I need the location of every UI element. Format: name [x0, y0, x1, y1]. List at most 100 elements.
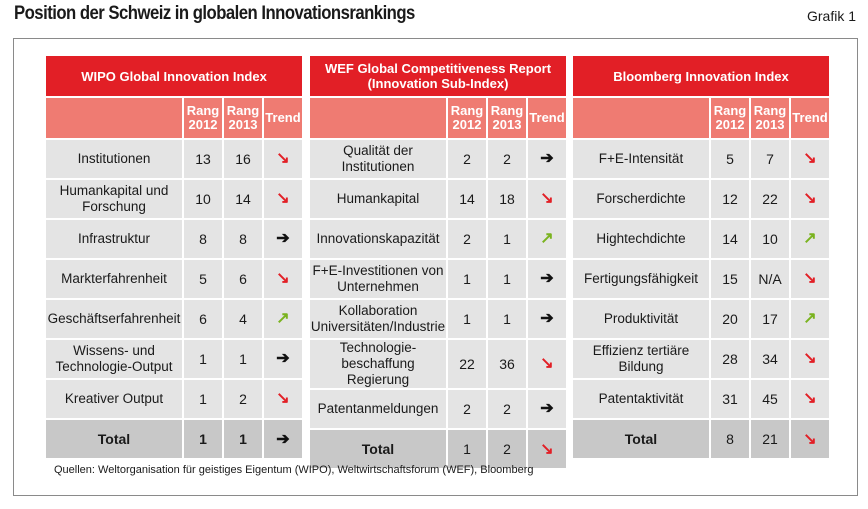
row-label: Kreativer Output — [46, 380, 182, 418]
row-label: Markterfahrenheit — [46, 260, 182, 298]
table-row: Effizienz tertiäre Bildung 28 34 ↘ — [573, 340, 829, 378]
arrow-up-right-icon: ↗ — [803, 230, 817, 247]
arrow-down-right-icon: ↘ — [803, 350, 817, 367]
rank-2012-value: 6 — [184, 300, 222, 338]
table-row: Kollaboration Universitäten/Industrie 1 1 ➔ — [310, 300, 566, 338]
total-row: Total 1 2 ↘ — [310, 430, 566, 468]
column-header-rang-2013: Rang 2013 — [224, 98, 262, 138]
row-label: Hightechdichte — [573, 220, 709, 258]
rank-2013-value: 10 — [751, 220, 789, 258]
rank-2013-value: 7 — [751, 140, 789, 178]
rank-2012-value: 1 — [184, 340, 222, 378]
rank-2013-value: 8 — [224, 220, 262, 258]
column-header-rang-2012: Rang 2012 — [711, 98, 749, 138]
arrow-up-right-icon: ↗ — [540, 230, 554, 247]
arrow-right-icon: ➔ — [276, 350, 290, 367]
rank-2013-value: 1 — [488, 220, 526, 258]
rank-2012-value: 5 — [711, 140, 749, 178]
table-title: WEF Global Competitiveness Report (Innov… — [310, 56, 566, 96]
trend-cell: ↘ — [264, 180, 302, 218]
column-header-trend: Trend — [264, 98, 302, 138]
arrow-down-right-icon: ↘ — [803, 150, 817, 167]
arrow-right-icon: ➔ — [540, 150, 554, 167]
trend-cell: ↘ — [791, 180, 829, 218]
arrow-right-icon: ➔ — [540, 270, 554, 287]
table-row: Humankapital und Forschung 10 14 ↘ — [46, 180, 302, 218]
column-header-rang-2013: Rang 2013 — [488, 98, 526, 138]
row-label: Innovationskapazität — [310, 220, 446, 258]
page-title: Position der Schweiz in globalen Innovat… — [14, 3, 415, 24]
arrow-down-right-icon: ↘ — [540, 355, 554, 372]
arrow-up-right-icon: ↗ — [803, 310, 817, 327]
rank-2012-value: 8 — [711, 420, 749, 458]
rank-2013-value: 4 — [224, 300, 262, 338]
rank-2012-value: 8 — [184, 220, 222, 258]
table-row: Forscherdichte 12 22 ↘ — [573, 180, 829, 218]
header-blank-cell — [46, 98, 182, 138]
rank-2012-value: 14 — [448, 180, 486, 218]
rank-2012-value: 14 — [711, 220, 749, 258]
trend-cell: ↘ — [791, 140, 829, 178]
row-label: Forscherdichte — [573, 180, 709, 218]
rank-2012-value: 1 — [448, 260, 486, 298]
row-label: F+E-Intensität — [573, 140, 709, 178]
rank-2013-value: 1 — [488, 300, 526, 338]
wef-table: WEF Global Competitiveness Report (Innov… — [308, 54, 568, 470]
chart-frame: WIPO Global Innovation Index Rang 2012 Ran… — [13, 38, 858, 496]
arrow-down-right-icon: ↘ — [276, 150, 290, 167]
table-title: WIPO Global Innovation Index — [46, 56, 302, 96]
row-label: Technologie-beschaffung Regierung — [310, 340, 446, 388]
trend-cell: ↘ — [528, 430, 566, 468]
trend-cell: ↘ — [264, 260, 302, 298]
rank-2012-value: 20 — [711, 300, 749, 338]
rank-2013-value: 2 — [488, 140, 526, 178]
rank-2013-value: 1 — [488, 260, 526, 298]
total-row: Total 8 21 ↘ — [573, 420, 829, 458]
row-label: Produktivität — [573, 300, 709, 338]
rank-2013-value: 16 — [224, 140, 262, 178]
bloomberg-table: Bloomberg Innovation Index Rang 2012 Rang … — [571, 54, 831, 460]
trend-cell: ↘ — [264, 380, 302, 418]
rank-2013-value: 34 — [751, 340, 789, 378]
trend-cell: ➔ — [528, 260, 566, 298]
arrow-down-right-icon: ↘ — [276, 270, 290, 287]
row-label: Kollaboration Universitäten/Industrie — [310, 300, 446, 338]
rank-2013-value: 1 — [224, 340, 262, 378]
figure-number: Grafik 1 — [806, 8, 856, 24]
trend-cell: ➔ — [528, 390, 566, 428]
header-blank-cell — [310, 98, 446, 138]
table-row: Geschäftserfahrenheit 6 4 ↗ — [46, 300, 302, 338]
trend-cell: ↗ — [528, 220, 566, 258]
row-label: F+E-Investitionen von Unternehmen — [310, 260, 446, 298]
rank-2013-value: 6 — [224, 260, 262, 298]
rank-2013-value: 14 — [224, 180, 262, 218]
column-header-rang-2012: Rang 2012 — [184, 98, 222, 138]
rank-2012-value: 1 — [184, 420, 222, 458]
wipo-table: WIPO Global Innovation Index Rang 2012 Ran… — [44, 54, 304, 460]
rank-2012-value: 1 — [448, 300, 486, 338]
rank-2012-value: 31 — [711, 380, 749, 418]
table-row: Patentanmeldungen 2 2 ➔ — [310, 390, 566, 428]
rank-2013-value: 17 — [751, 300, 789, 338]
trend-cell: ↘ — [791, 380, 829, 418]
rank-2012-value: 13 — [184, 140, 222, 178]
trend-cell: ➔ — [264, 340, 302, 378]
rank-2013-value: 2 — [488, 390, 526, 428]
arrow-down-right-icon: ↘ — [276, 190, 290, 207]
source-note: Quellen: Weltorganisation für geistiges … — [54, 464, 534, 476]
rank-2012-value: 12 — [711, 180, 749, 218]
rank-2013-value: N/A — [751, 260, 789, 298]
trend-cell: ➔ — [264, 420, 302, 458]
rank-2013-value: 36 — [488, 340, 526, 388]
rank-2013-value: 1 — [224, 420, 262, 458]
table-row: F+E-Intensität 5 7 ↘ — [573, 140, 829, 178]
trend-cell: ↘ — [791, 340, 829, 378]
table-row: Institutionen 13 16 ↘ — [46, 140, 302, 178]
arrow-down-right-icon: ↘ — [540, 440, 554, 458]
arrow-right-icon: ➔ — [276, 230, 290, 247]
rank-2012-value: 22 — [448, 340, 486, 388]
row-label: Total — [573, 420, 709, 458]
row-label: Total — [310, 430, 446, 468]
row-label: Geschäftserfahrenheit — [46, 300, 182, 338]
table-row: Innovationskapazität 2 1 ↗ — [310, 220, 566, 258]
